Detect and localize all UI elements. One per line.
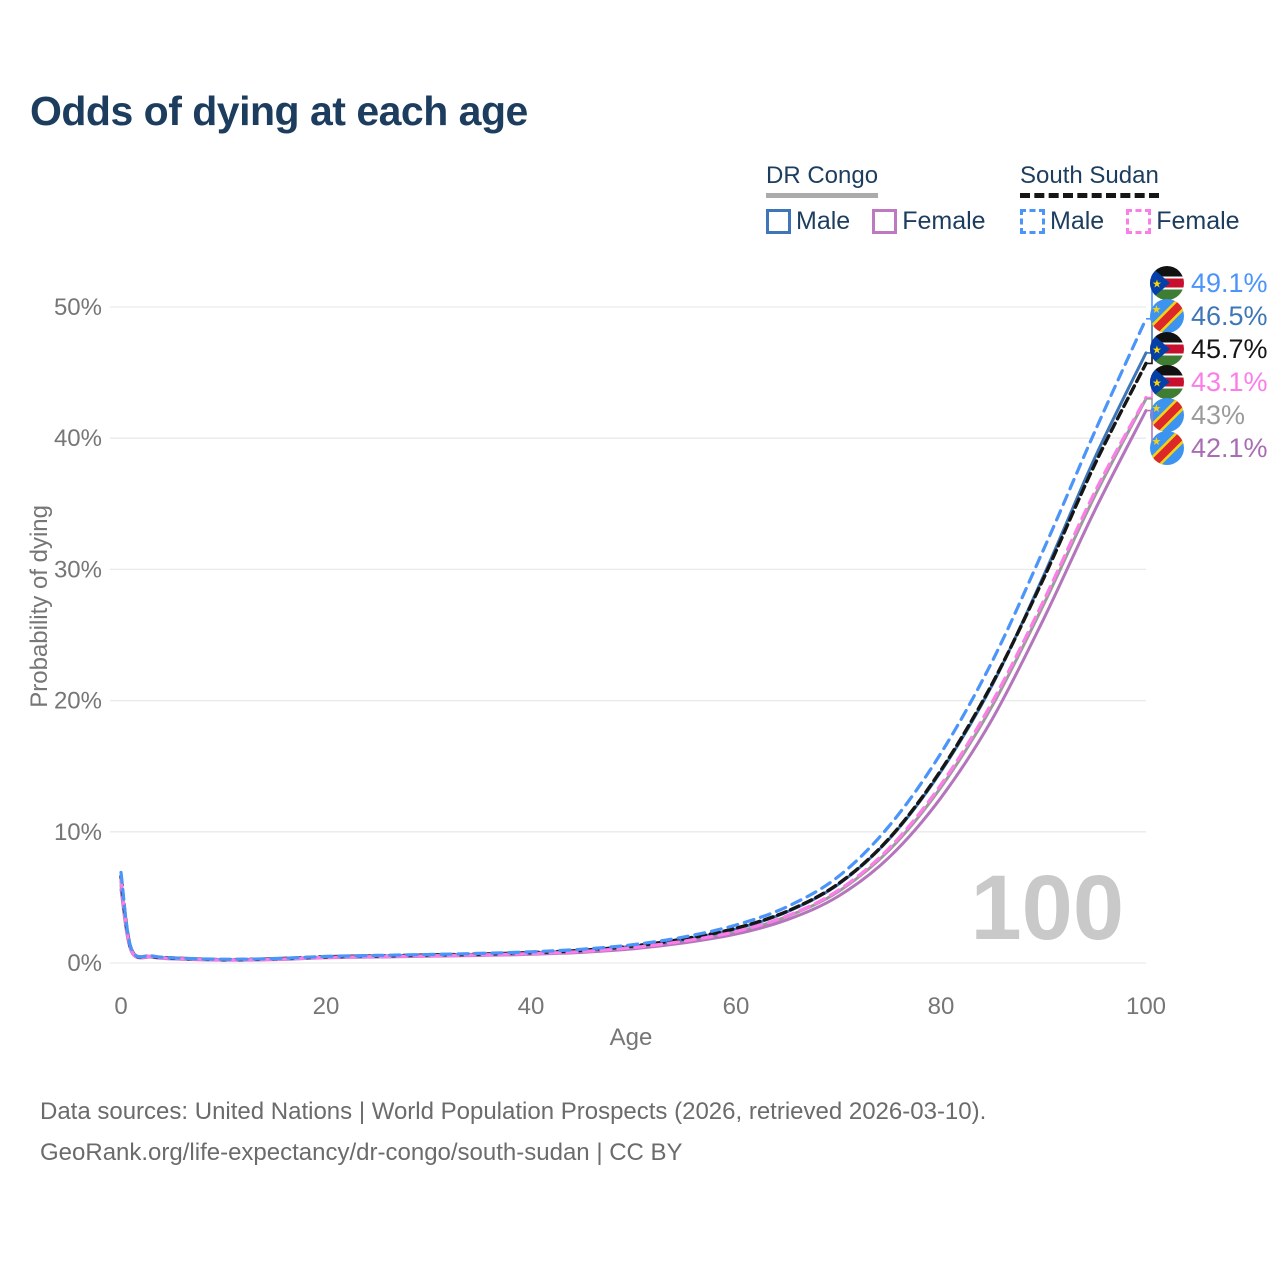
y-tick-label: 10% <box>54 819 102 846</box>
legend-item-label: Male <box>1050 207 1105 235</box>
flag-south-sudan-icon: ★ <box>1150 365 1184 399</box>
flag-art: ★ <box>1150 266 1184 300</box>
flag-shape <box>1150 266 1184 277</box>
y-tick-label: 30% <box>54 556 102 583</box>
y-tick-label: 0% <box>67 950 102 977</box>
x-tick-label: 0 <box>114 993 127 1020</box>
end-value-label-drc-both: 43% <box>1191 400 1245 430</box>
flag-dr-congo-icon: ★ <box>1150 431 1184 465</box>
flag-shape <box>1150 342 1184 345</box>
end-value-label-ss-male: 49.1% <box>1191 268 1268 298</box>
end-value-label-drc-female: 42.1% <box>1191 433 1268 463</box>
y-axis-title: Probability of dying <box>26 505 53 708</box>
flag-art: ★ <box>1150 365 1184 399</box>
legend-item-drc-male[interactable]: Male <box>766 207 850 236</box>
x-tick-label: 40 <box>518 993 545 1020</box>
legend-header-dr-congo[interactable]: DR Congo <box>766 162 879 198</box>
legend-item-drc-female[interactable]: Female <box>872 207 986 236</box>
line-style-swatch-icon <box>1020 209 1045 234</box>
y-tick-label: 50% <box>54 294 102 321</box>
legend-group-dr-congo: DR Congo Male Female <box>766 162 1008 236</box>
flag-shape <box>1150 365 1170 399</box>
flag-shape <box>1150 355 1184 366</box>
flag-shape <box>1150 287 1184 290</box>
flag-south-sudan-icon: ★ <box>1150 332 1184 366</box>
flag-shape <box>1150 332 1170 366</box>
x-tick-label: 60 <box>723 993 750 1020</box>
flag-shape: ★ <box>1152 344 1162 357</box>
series-line-ss-female <box>119 395 1148 962</box>
flag-shape: ★ <box>1152 402 1162 415</box>
legend-item-label: Female <box>1156 207 1240 235</box>
x-axis-title: Age <box>609 1024 653 1051</box>
legend-row-south-sudan: Male Female <box>1020 207 1262 236</box>
legend-group-south-sudan: South Sudan Male Female <box>1020 162 1262 236</box>
footer: Data sources: United Nations | World Pop… <box>40 1098 986 1180</box>
flag-shape <box>1150 365 1184 376</box>
legend-row-dr-congo: Male Female <box>766 207 1008 236</box>
flag-art: ★ <box>1150 332 1184 366</box>
flag-shape <box>1150 353 1184 356</box>
x-tick-label: 20 <box>313 993 340 1020</box>
legend-item-ss-female[interactable]: Female <box>1126 207 1240 236</box>
legend-item-label: Male <box>796 207 851 235</box>
line-style-swatch-icon <box>872 209 898 234</box>
flag-shape <box>1150 386 1184 389</box>
legend-header-south-sudan[interactable]: South Sudan <box>1020 162 1159 198</box>
flag-dr-congo-icon: ★ <box>1150 398 1184 432</box>
flag-shape <box>1150 276 1184 279</box>
flag-shape: ★ <box>1152 377 1162 390</box>
flag-shape <box>1150 332 1184 343</box>
flag-shape: ★ <box>1152 303 1162 316</box>
x-tick-label: 80 <box>928 993 955 1020</box>
series-line-ss-male <box>119 317 1148 961</box>
legend-item-ss-male[interactable]: Male <box>1020 207 1104 236</box>
y-tick-label: 20% <box>54 688 102 715</box>
end-value-label-ss-both: 45.7% <box>1191 334 1268 364</box>
flag-shape: ★ <box>1152 278 1162 291</box>
footer-attribution: GeoRank.org/life-expectancy/dr-congo/sou… <box>40 1139 683 1166</box>
flag-shape <box>1150 375 1184 378</box>
flag-art: ★ <box>1150 299 1184 333</box>
end-value-label-ss-female: 43.1% <box>1191 367 1268 397</box>
y-tick-label: 40% <box>54 425 102 452</box>
flag-shape <box>1150 388 1184 399</box>
flag-dr-congo-icon: ★ <box>1150 299 1184 333</box>
flag-art: ★ <box>1150 398 1184 432</box>
page-title: Odds of dying at each age <box>30 88 528 134</box>
flag-shape <box>1150 289 1184 300</box>
line-style-swatch-icon <box>1126 209 1152 234</box>
flag-shape <box>1150 266 1170 300</box>
end-value-label-drc-male: 46.5% <box>1191 301 1268 331</box>
legend-item-label: Female <box>902 207 986 235</box>
footer-data-sources: Data sources: United Nations | World Pop… <box>40 1098 987 1125</box>
line-style-swatch-icon <box>766 209 791 234</box>
flag-art: ★ <box>1150 431 1184 465</box>
x-tick-label: 100 <box>1126 993 1166 1020</box>
flag-south-sudan-icon: ★ <box>1150 266 1184 300</box>
flag-shape: ★ <box>1152 435 1162 448</box>
age-counter-watermark: 100 <box>970 857 1125 959</box>
